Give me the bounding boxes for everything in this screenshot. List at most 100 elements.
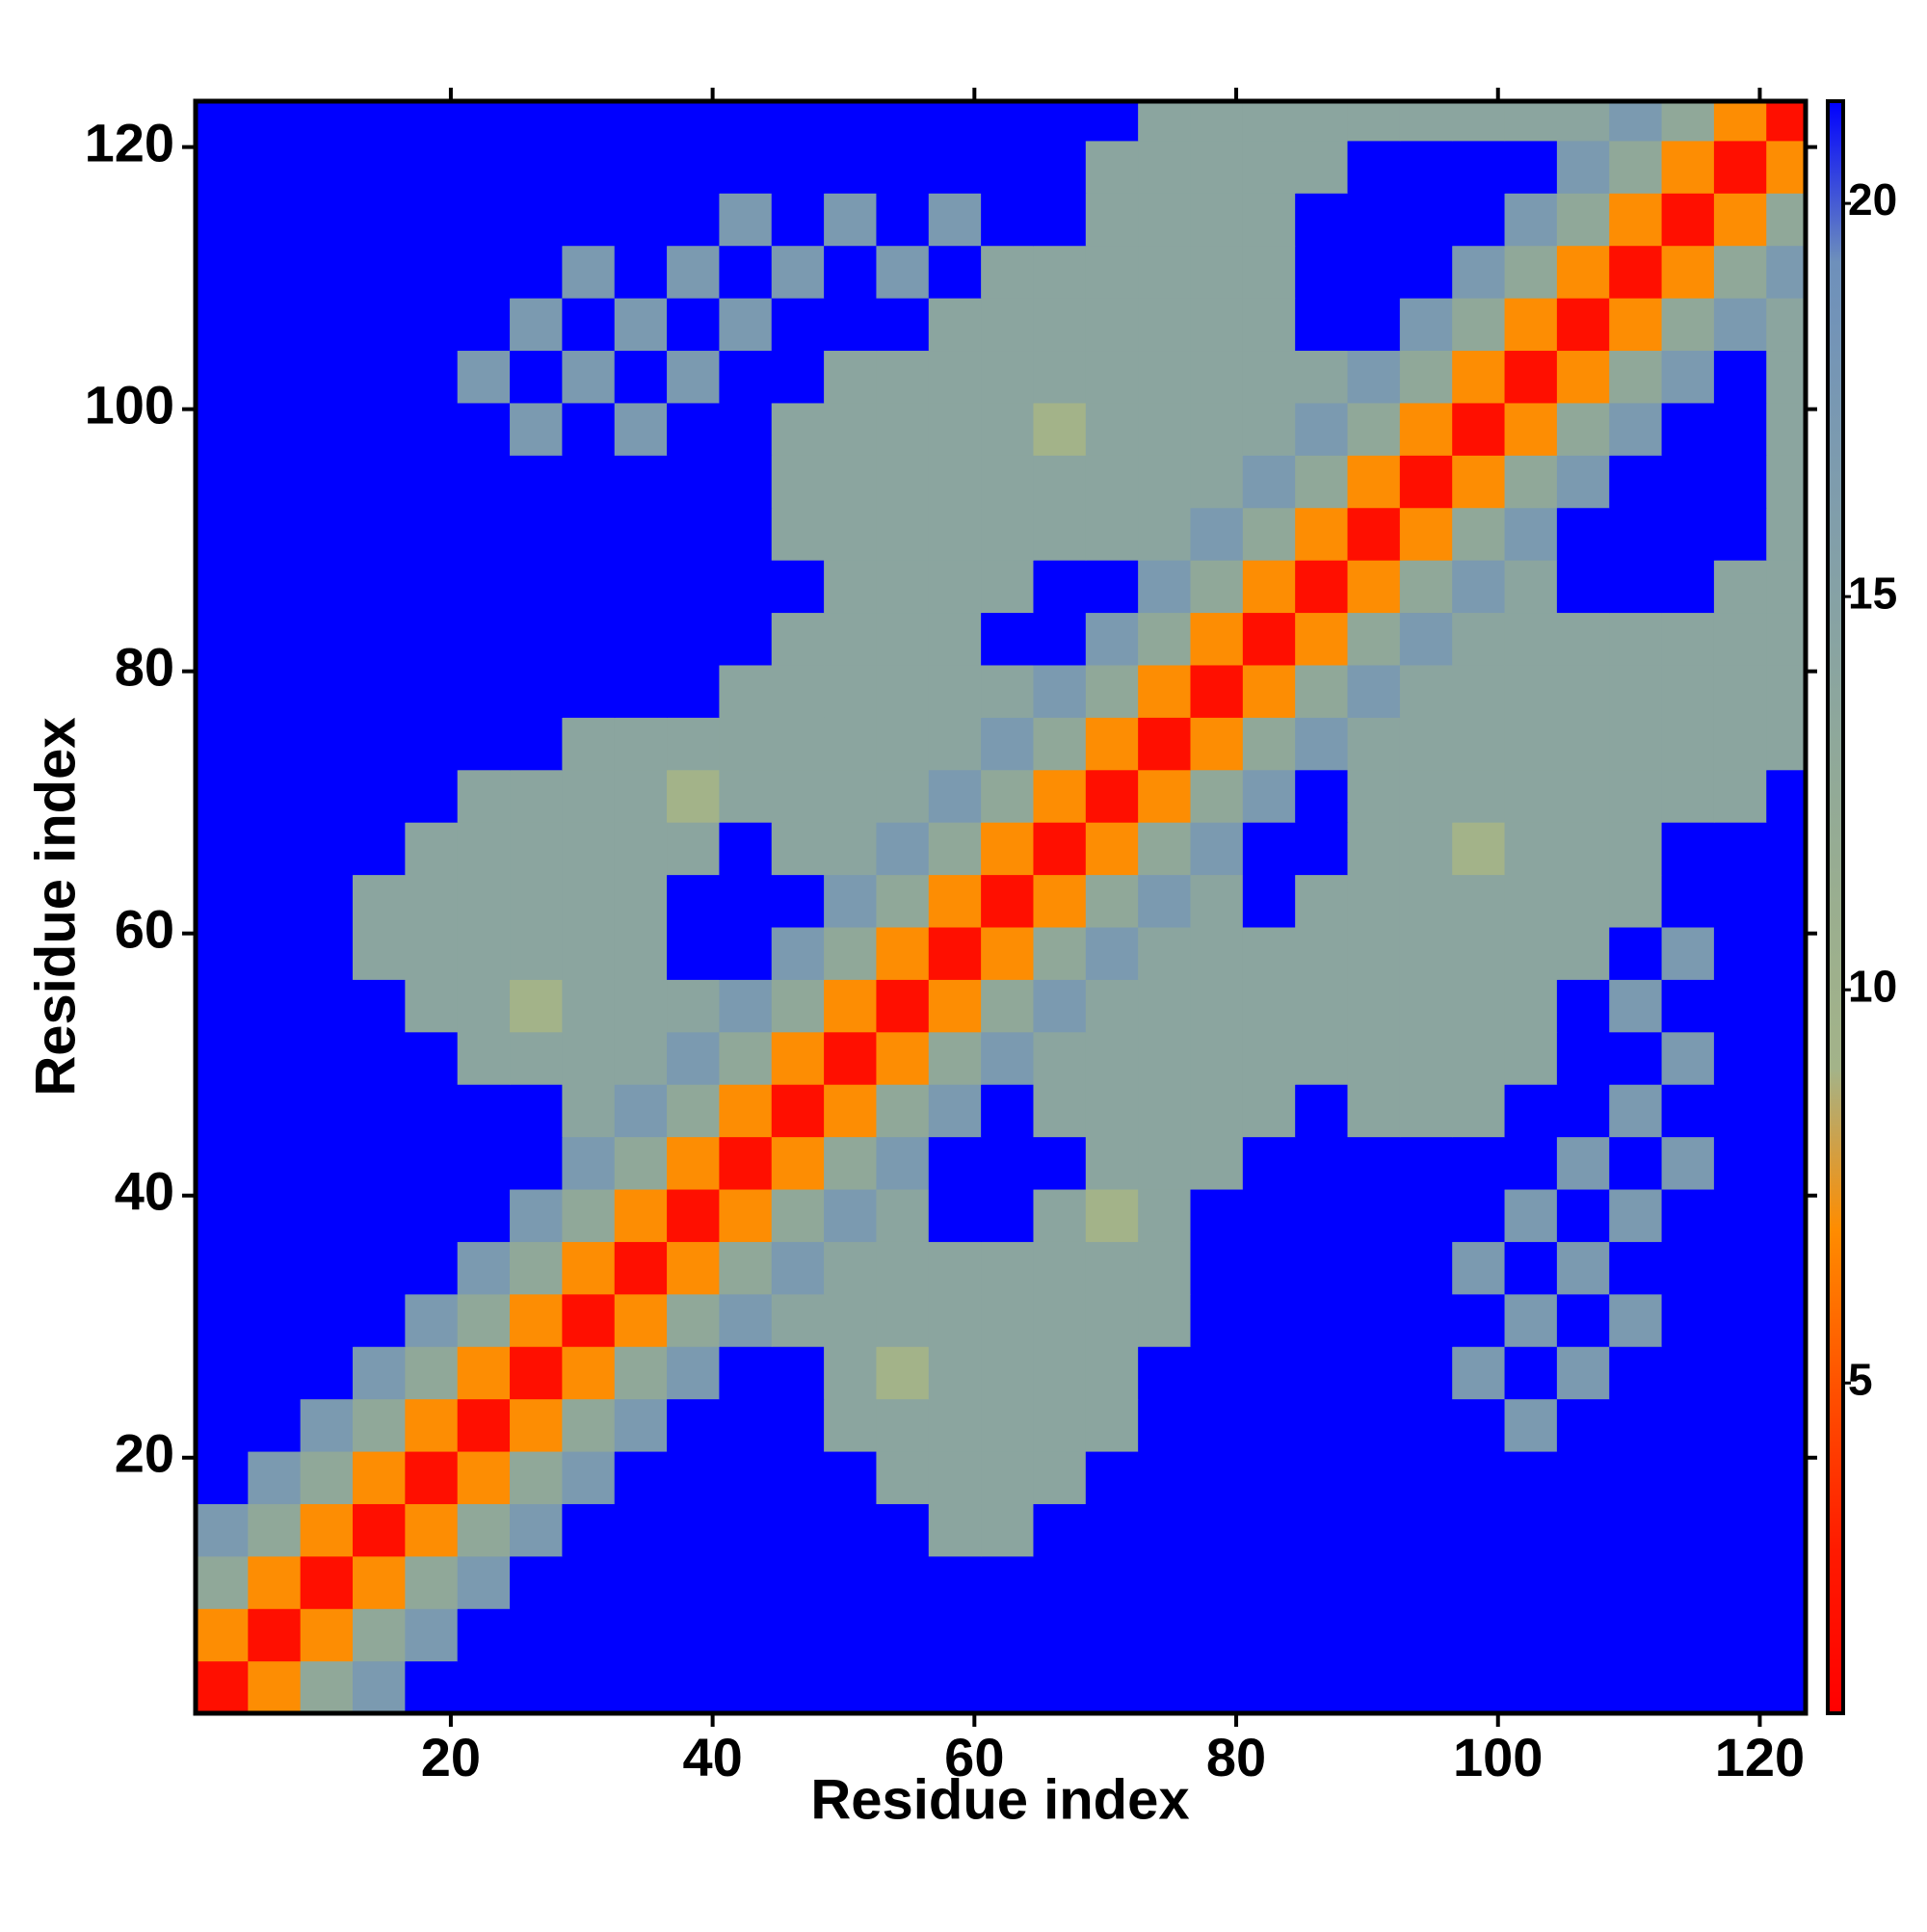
heatmap-cell xyxy=(1085,1555,1139,1609)
heatmap-cell xyxy=(1033,1031,1087,1085)
heatmap-cell xyxy=(824,1084,878,1138)
heatmap-cell xyxy=(1556,1136,1610,1190)
heatmap-cell xyxy=(353,1555,406,1609)
heatmap-cell xyxy=(1295,717,1349,771)
heatmap-cell xyxy=(1713,1188,1767,1242)
heatmap-cell xyxy=(1295,1188,1349,1242)
heatmap-cell xyxy=(1033,1084,1087,1138)
heatmap-cell xyxy=(353,874,406,928)
heatmap-cell xyxy=(614,245,668,299)
heatmap-cell xyxy=(771,140,825,194)
heatmap-cell xyxy=(510,507,563,561)
heatmap-cell xyxy=(353,1084,406,1138)
heatmap-cell xyxy=(981,1241,1035,1295)
heatmap-cell xyxy=(248,664,302,718)
heatmap-cell xyxy=(1609,874,1663,928)
heatmap-cell xyxy=(614,1136,668,1190)
heatmap-cell xyxy=(1661,402,1715,456)
heatmap-cell xyxy=(457,245,511,299)
heatmap-cell xyxy=(928,507,982,561)
heatmap-cell xyxy=(1033,193,1087,247)
heatmap-cell xyxy=(1242,1398,1296,1452)
heatmap-cell xyxy=(510,926,563,980)
heatmap-cell xyxy=(353,455,406,509)
heatmap-cell xyxy=(928,979,982,1033)
heatmap-cell xyxy=(510,1293,563,1347)
heatmap-cell xyxy=(562,1450,616,1504)
heatmap-cell xyxy=(1399,245,1453,299)
heatmap-cell xyxy=(1766,140,1806,194)
heatmap-cell xyxy=(1085,1398,1139,1452)
heatmap-cell xyxy=(1347,1188,1401,1242)
heatmap-cell xyxy=(562,1503,616,1557)
heatmap-cell xyxy=(457,507,511,561)
heatmap-cell xyxy=(981,298,1035,352)
heatmap-cell xyxy=(1766,298,1806,352)
heatmap-cell xyxy=(1766,455,1806,509)
heatmap-cell xyxy=(300,193,354,247)
heatmap-cell xyxy=(771,822,825,876)
heatmap-cell xyxy=(981,1188,1035,1242)
heatmap-cell xyxy=(457,455,511,509)
heatmap-cell xyxy=(196,874,249,928)
heatmap-cell xyxy=(1295,140,1349,194)
heatmap-cell xyxy=(405,1398,459,1452)
heatmap-cell xyxy=(928,1084,982,1138)
heatmap-cell xyxy=(1609,101,1663,142)
heatmap-cell xyxy=(300,979,354,1033)
heatmap-cell xyxy=(1661,245,1715,299)
heatmap-cell xyxy=(667,140,721,194)
y-tick-label: 120 xyxy=(85,112,174,172)
heatmap-cell xyxy=(1242,1293,1296,1347)
heatmap-cell xyxy=(1242,874,1296,928)
heatmap-cell xyxy=(457,140,511,194)
heatmap-cell xyxy=(771,717,825,771)
heatmap-cell xyxy=(1504,350,1558,404)
heatmap-cell xyxy=(1609,1241,1663,1295)
heatmap-cell xyxy=(300,1346,354,1400)
heatmap-cell xyxy=(824,1660,878,1713)
heatmap-cell xyxy=(562,455,616,509)
heatmap-cell xyxy=(667,926,721,980)
heatmap-cell xyxy=(196,1136,249,1190)
heatmap-cell xyxy=(667,1660,721,1713)
heatmap-cell xyxy=(510,560,563,614)
heatmap-cell xyxy=(562,1346,616,1400)
heatmap-cell xyxy=(1661,1555,1715,1609)
heatmap-cell xyxy=(1347,1660,1401,1713)
heatmap-cell xyxy=(928,1608,982,1662)
heatmap-cell xyxy=(1242,507,1296,561)
heatmap-cell xyxy=(196,1398,249,1452)
heatmap-cell xyxy=(981,1555,1035,1609)
heatmap-cell xyxy=(1452,245,1506,299)
heatmap-cell xyxy=(1399,979,1453,1033)
heatmap-cell xyxy=(353,193,406,247)
heatmap-cell xyxy=(667,717,721,771)
heatmap-cell xyxy=(824,1503,878,1557)
heatmap-cell xyxy=(510,101,563,142)
heatmap-cell xyxy=(1242,455,1296,509)
heatmap-cell xyxy=(248,1555,302,1609)
heatmap-cell xyxy=(353,822,406,876)
heatmap-cell xyxy=(1556,298,1610,352)
heatmap-cell xyxy=(300,1555,354,1609)
heatmap-cell xyxy=(981,1503,1035,1557)
heatmap-cell xyxy=(1556,1503,1610,1557)
heatmap-cell xyxy=(719,979,773,1033)
heatmap-cell xyxy=(981,717,1035,771)
heatmap-cell xyxy=(1347,769,1401,823)
heatmap-cell xyxy=(667,664,721,718)
heatmap-cell xyxy=(981,455,1035,509)
heatmap-cell xyxy=(248,298,302,352)
heatmap-cell xyxy=(719,1660,773,1713)
heatmap-cell xyxy=(771,402,825,456)
heatmap-cell xyxy=(1452,1031,1506,1085)
colorbar-tick-label: 20 xyxy=(1848,174,1897,225)
heatmap-cell xyxy=(1295,1241,1349,1295)
heatmap-cell xyxy=(614,140,668,194)
heatmap-cell xyxy=(562,402,616,456)
heatmap-cell xyxy=(300,507,354,561)
heatmap-cell xyxy=(1713,1136,1767,1190)
heatmap-cell xyxy=(1347,101,1401,142)
heatmap-cell xyxy=(1242,1450,1296,1504)
